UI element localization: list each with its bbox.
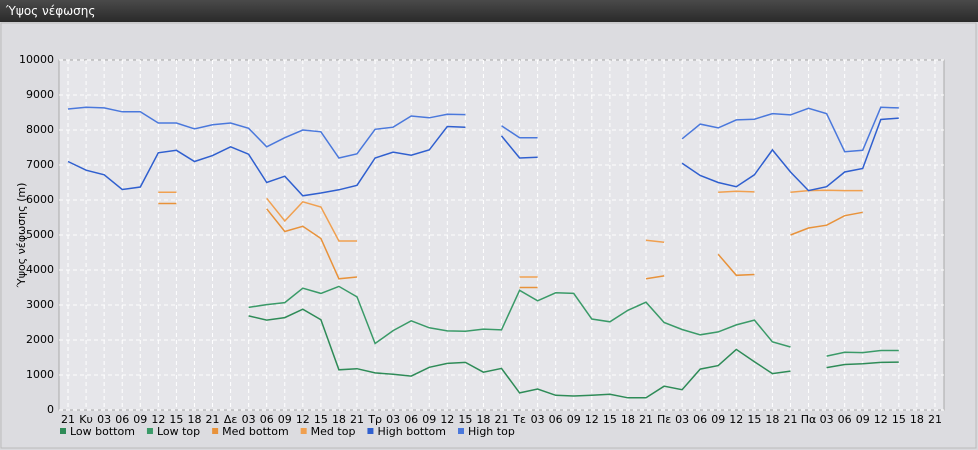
x-tick-label: 18 xyxy=(765,413,779,426)
y-tick-label: 2000 xyxy=(26,333,54,346)
y-tick-label: 3000 xyxy=(26,298,54,311)
x-tick-label: 18 xyxy=(332,413,346,426)
series-line xyxy=(158,189,863,278)
x-tick-label: Πε xyxy=(657,413,671,426)
x-tick-label: 06 xyxy=(404,413,418,426)
x-tick-label: 03 xyxy=(242,413,256,426)
legend-swatch xyxy=(146,428,153,434)
x-tick-label: 06 xyxy=(838,413,852,426)
x-tick-label: 21 xyxy=(350,413,364,426)
legend-label: Med top xyxy=(311,425,356,438)
y-tick-label: 0 xyxy=(47,403,54,416)
legend-label: High top xyxy=(468,425,515,438)
chart: Ύψος νέφωσης (m) 0 1000 2000 3000 4000 5000 60… xyxy=(0,22,977,449)
x-tick-label: 09 xyxy=(856,413,870,426)
legend-swatch xyxy=(212,428,219,434)
x-tick-label: 09 xyxy=(567,413,581,426)
x-tick-label: 21 xyxy=(783,413,797,426)
y-tick-label: 8000 xyxy=(26,123,54,136)
y-tick-label: 10000 xyxy=(19,53,54,66)
legend-label: Med bottom xyxy=(222,425,289,438)
x-tick-label: 09 xyxy=(711,413,725,426)
x-tick-label: 06 xyxy=(693,413,707,426)
y-tick-label: 5000 xyxy=(26,228,54,241)
x-tick-label: Τε xyxy=(512,413,526,426)
legend-label: High bottom xyxy=(377,425,446,438)
x-tick-label: 15 xyxy=(603,413,617,426)
x-tick-label: 18 xyxy=(187,413,201,426)
x-tick-label: 03 xyxy=(531,413,545,426)
x-tick-label: 06 xyxy=(115,413,129,426)
series-line xyxy=(248,308,899,399)
x-tick-label: 21 xyxy=(639,413,653,426)
series-line xyxy=(248,285,899,357)
x-tick-label: 03 xyxy=(820,413,834,426)
x-tick-label: 06 xyxy=(260,413,274,426)
x-tick-label: 21 xyxy=(495,413,509,426)
legend-label: Low bottom xyxy=(70,425,135,438)
legend-swatch xyxy=(458,428,464,434)
x-tick-label: 15 xyxy=(314,413,328,426)
x-tick-label: 03 xyxy=(97,413,111,426)
x-tick-label: 15 xyxy=(169,413,183,426)
x-tick-label: 12 xyxy=(151,413,165,426)
x-tick-label: Πα xyxy=(801,413,817,426)
series-line xyxy=(67,117,899,197)
x-tick-label: 12 xyxy=(585,413,599,426)
x-tick-label: 15 xyxy=(747,413,761,426)
series-line xyxy=(158,202,863,289)
y-tick-label: 1000 xyxy=(26,368,54,381)
legend-swatch xyxy=(60,428,66,434)
x-tick-label: 12 xyxy=(874,413,888,426)
x-tick-label: 15 xyxy=(892,413,906,426)
x-tick-label: 03 xyxy=(386,413,400,426)
x-tick-label: 18 xyxy=(476,413,490,426)
x-tick-label: 09 xyxy=(278,413,292,426)
x-tick-label: 12 xyxy=(440,413,454,426)
x-tick-label: 18 xyxy=(621,413,635,426)
x-tick-label: 12 xyxy=(296,413,310,426)
x-tick-label: 09 xyxy=(133,413,147,426)
x-tick-label: 03 xyxy=(675,413,689,426)
x-tick-label: Κυ xyxy=(79,413,93,426)
y-tick-label: 7000 xyxy=(26,158,54,171)
y-tick-label: 4000 xyxy=(26,263,54,276)
x-tick-label: 12 xyxy=(729,413,743,426)
legend-swatch xyxy=(367,428,374,434)
series-line xyxy=(67,106,899,159)
x-tick-label: 18 xyxy=(910,413,924,426)
x-tick-label: 06 xyxy=(549,413,563,426)
x-tick-label: Δε xyxy=(224,413,238,426)
x-tick-label: 15 xyxy=(458,413,472,426)
x-tick-label: 21 xyxy=(928,413,942,426)
y-tick-label: 6000 xyxy=(26,193,54,206)
y-axis-title: Ύψος νέφωσης (m) xyxy=(15,183,28,289)
legend-swatch xyxy=(300,428,307,434)
x-tick-label: 21 xyxy=(206,413,220,426)
legend-label: Low top xyxy=(157,425,200,438)
x-tick-label: 09 xyxy=(422,413,436,426)
window-title: Ύψος νέφωσης xyxy=(0,0,978,22)
y-tick-label: 9000 xyxy=(26,88,54,101)
x-tick-label: 21 xyxy=(61,413,75,426)
x-tick-label: Τρ xyxy=(367,413,382,426)
